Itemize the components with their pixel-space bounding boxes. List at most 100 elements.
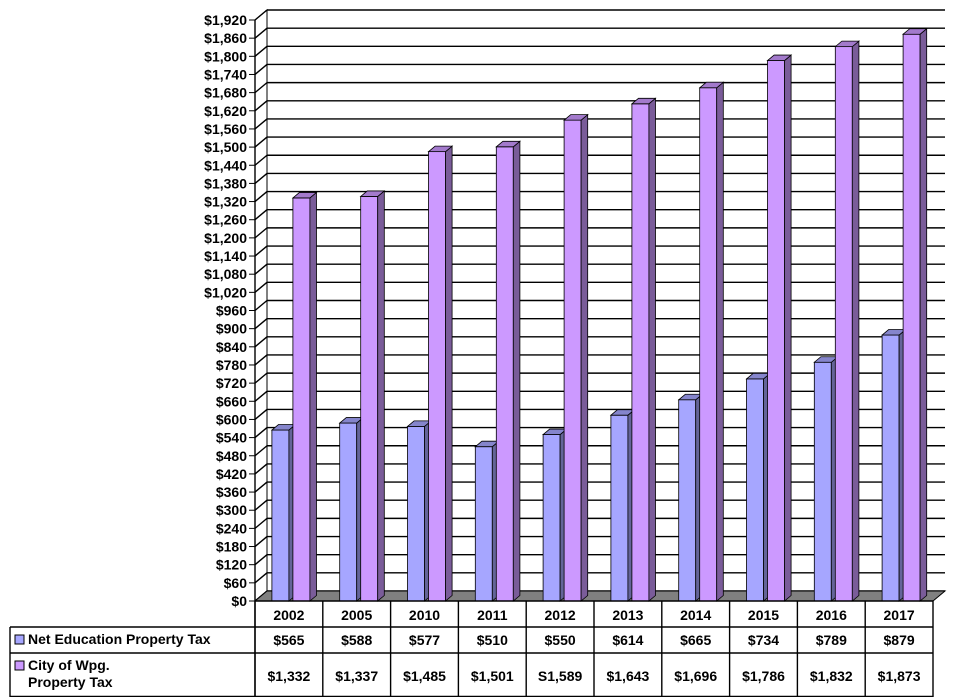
y-tick-label: $600 — [216, 411, 247, 427]
bar-side — [919, 27, 928, 602]
bar-education-2017 — [880, 328, 907, 602]
data-label: S1,589 — [538, 668, 583, 684]
y-tick-label: $720 — [216, 375, 247, 391]
bar-front — [881, 334, 900, 602]
bar-side — [851, 40, 860, 602]
gridline-side — [254, 318, 268, 330]
bar-top — [427, 145, 454, 153]
bar-front — [360, 196, 379, 602]
gridline-side — [254, 336, 268, 348]
gridline-side — [254, 45, 268, 57]
bar-front — [813, 361, 832, 602]
bar-city-2012 — [562, 113, 589, 602]
bar-education-2002 — [270, 423, 297, 602]
bar-top — [495, 140, 522, 148]
gridline-side — [254, 9, 268, 21]
bar-front — [407, 425, 425, 602]
data-label: $510 — [477, 632, 508, 648]
bar-front — [746, 378, 764, 602]
bar-side — [716, 81, 724, 602]
bar-front — [678, 399, 697, 602]
gridline-side — [254, 136, 268, 148]
bar-front — [834, 46, 853, 602]
gridline-side — [254, 445, 268, 457]
data-label: $1,501 — [471, 668, 514, 684]
bar-front — [699, 87, 718, 602]
bar-top — [630, 97, 657, 105]
bar-city-2002 — [291, 191, 318, 602]
gridline-side — [254, 572, 268, 584]
y-tick-label: $780 — [216, 357, 247, 373]
bar-city-2014 — [698, 81, 725, 602]
y-tick-label: $960 — [216, 303, 247, 319]
gridline-side — [254, 499, 268, 511]
data-label: $1,643 — [606, 668, 649, 684]
bar-front — [563, 119, 582, 602]
data-label: $789 — [816, 632, 847, 648]
gridline-side — [254, 100, 268, 112]
bar-education-2013 — [609, 408, 636, 602]
data-label: $1,786 — [742, 668, 785, 684]
bar-top — [698, 81, 725, 89]
bar-side — [445, 145, 453, 602]
gridline-side — [254, 154, 268, 166]
data-label: $1,873 — [878, 668, 921, 684]
bar-education-2011 — [474, 440, 501, 602]
gridline-side — [254, 554, 268, 566]
bars — [270, 27, 928, 602]
bar-side — [580, 113, 589, 602]
y-tick-label: $1,740 — [204, 66, 247, 82]
data-label: $1,832 — [810, 668, 853, 684]
gridline-side — [254, 191, 268, 203]
y-tick-label: $1,620 — [204, 103, 247, 119]
x-tick-label: 2012 — [545, 607, 576, 623]
y-tick-label: $1,080 — [204, 266, 247, 282]
y-tick-label: $540 — [216, 430, 247, 446]
data-label: $665 — [680, 632, 711, 648]
bar-education-2010 — [406, 420, 433, 602]
gridline-side — [254, 427, 268, 439]
y-tick-label: $1,140 — [204, 248, 247, 264]
y-tick-label: $900 — [216, 321, 247, 337]
bar-front — [631, 103, 650, 602]
x-tick-label: 2011 — [477, 607, 508, 623]
bar-side — [309, 191, 317, 602]
data-label: $734 — [748, 632, 779, 648]
gridline-side — [254, 281, 268, 293]
y-tick-label: $1,800 — [204, 48, 247, 64]
bar-top — [359, 190, 386, 197]
bar-front — [428, 151, 446, 602]
gridline-side — [254, 481, 268, 493]
data-label: $1,332 — [267, 668, 310, 684]
legend-label: City of Wpg. — [28, 657, 110, 673]
gridline-side — [254, 118, 268, 130]
x-tick-label: 2016 — [816, 607, 847, 623]
y-tick-label: $420 — [216, 466, 247, 482]
bar-city-2016 — [834, 40, 861, 602]
bar-top — [766, 54, 793, 61]
gridline-side — [254, 372, 268, 384]
gridline-side — [254, 390, 268, 402]
bar-top — [291, 192, 318, 199]
gridline-side — [254, 263, 268, 275]
legend-label: Property Tax — [28, 674, 113, 690]
gridline-side — [254, 517, 268, 529]
gridline-side — [254, 82, 268, 94]
gridline-side — [254, 27, 268, 39]
gridline-side — [254, 408, 268, 420]
data-label: $1,696 — [674, 668, 717, 684]
bar-education-2015 — [745, 372, 772, 602]
bar-front — [495, 146, 514, 602]
x-tick-label: 2014 — [680, 607, 711, 623]
legend-swatch — [14, 660, 25, 671]
gridline-side — [254, 172, 268, 184]
legend-swatch — [14, 634, 25, 645]
y-tick-label: $300 — [216, 502, 247, 518]
bar-front — [271, 429, 290, 602]
y-tick-label: $1,560 — [204, 121, 247, 137]
data-label: $577 — [409, 632, 440, 648]
bar-top — [562, 114, 589, 121]
bar-front — [610, 414, 629, 602]
bar-city-2013 — [630, 97, 657, 602]
y-tick-label: $660 — [216, 393, 247, 409]
